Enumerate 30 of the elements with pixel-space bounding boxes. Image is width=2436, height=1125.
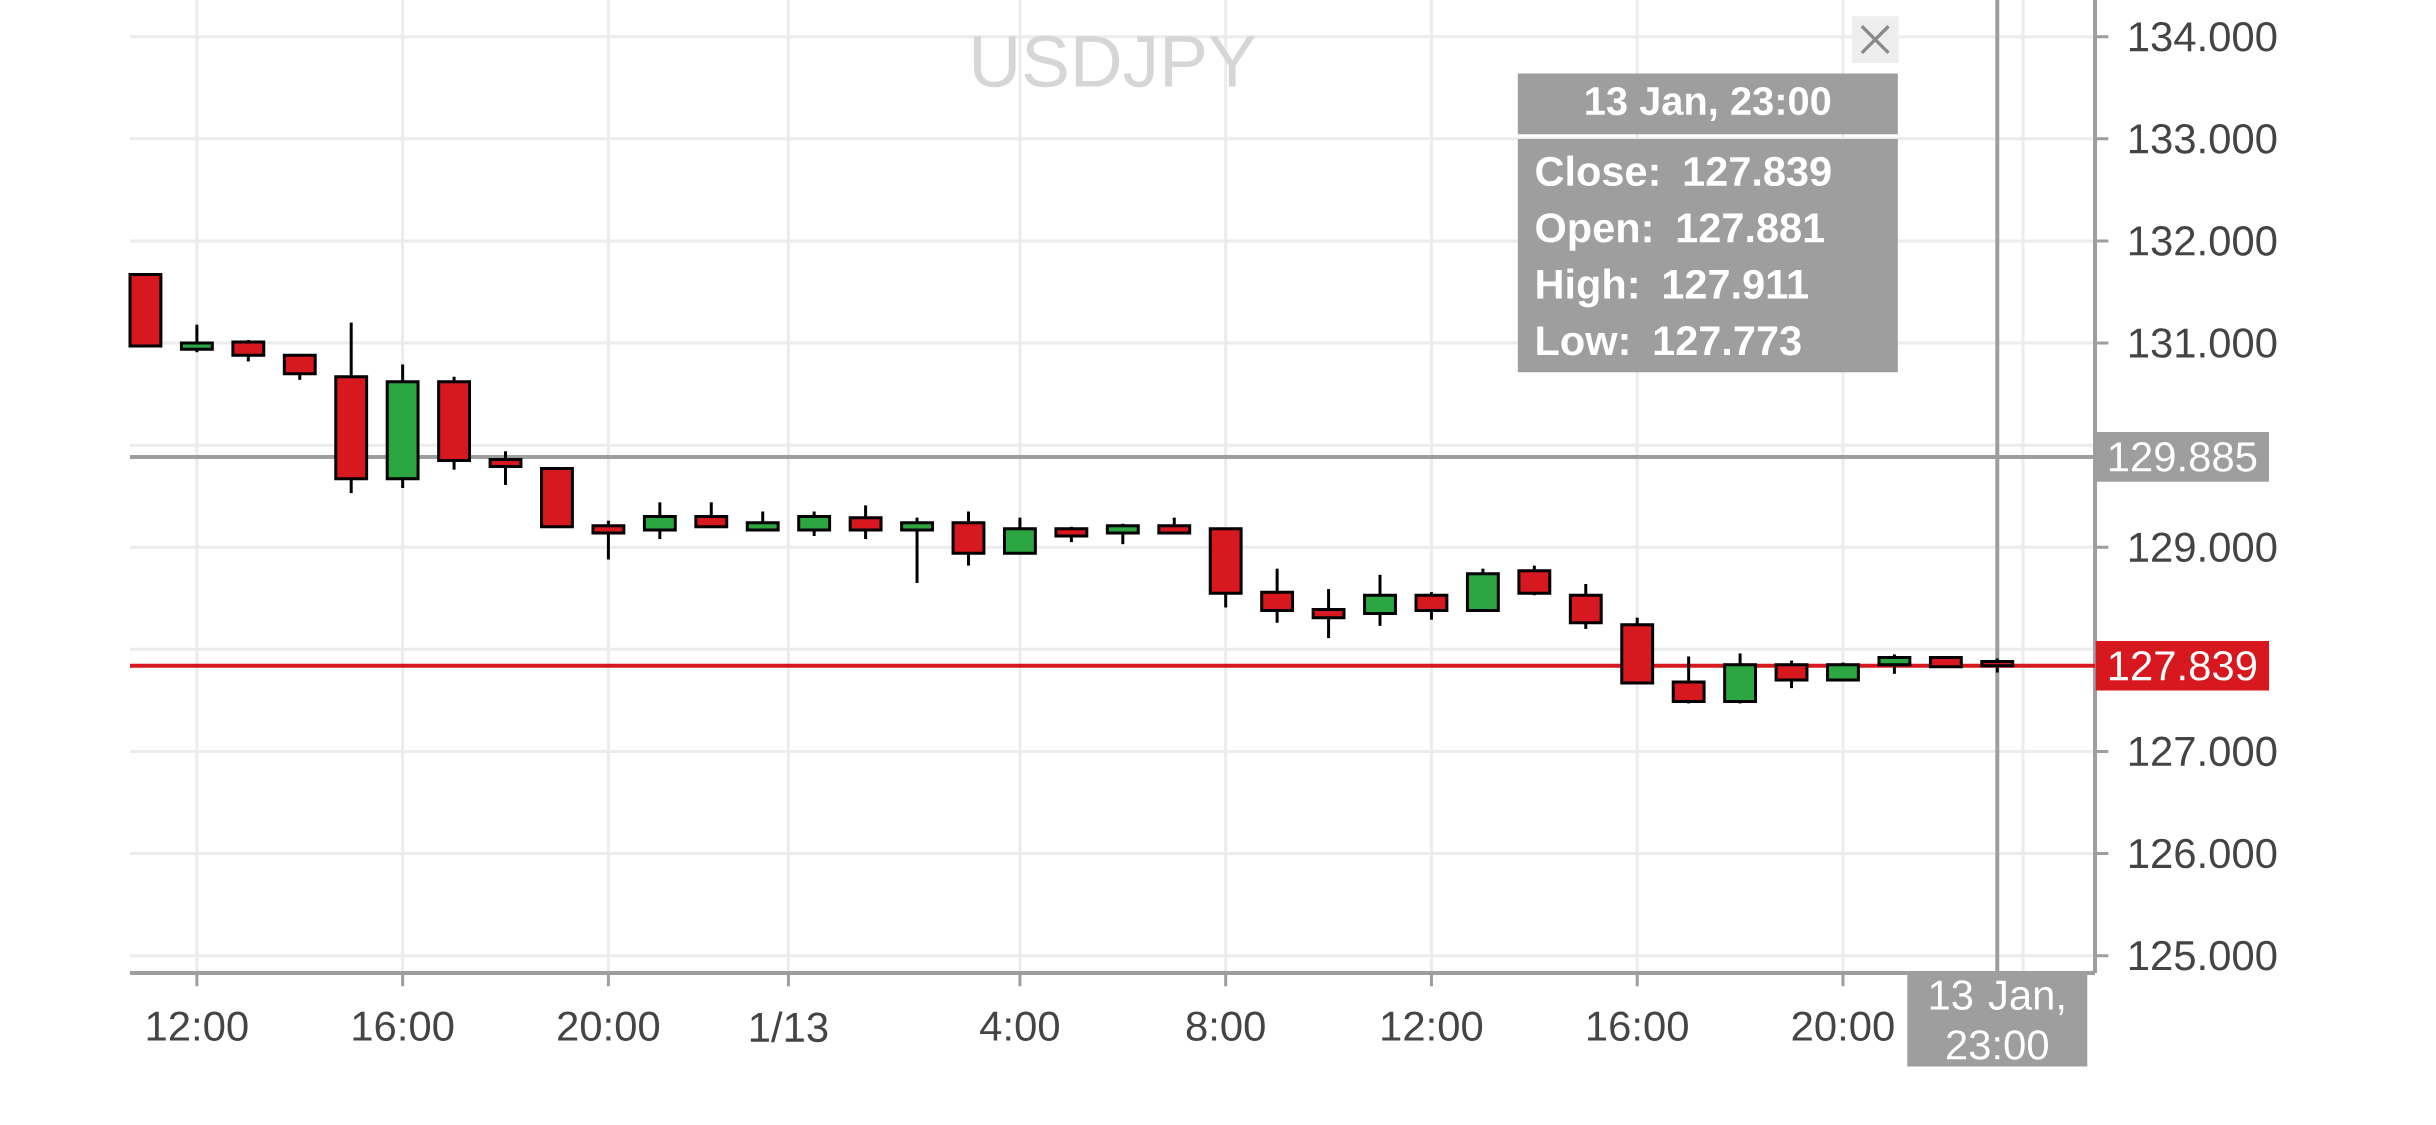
- y-tick-label: 127.000: [2129, 736, 2277, 767]
- y-tick-label: 129.000: [2129, 532, 2277, 563]
- candlestick: [1311, 589, 1346, 640]
- annotation: Open: 127.881: [1536, 213, 1825, 251]
- candlestick: [334, 322, 369, 495]
- candlestick: [694, 502, 729, 529]
- annotation: 13 Jan, 23:00: [1586, 86, 1831, 121]
- x-tick-label: 20:00: [558, 1011, 660, 1042]
- y-tick-label: 125.000: [2129, 940, 2277, 971]
- ref-line-label: 13 Jan, 23:00: [1930, 980, 2064, 1060]
- ref-line-label: 127.839: [2109, 650, 2256, 681]
- x-tick-label: 20:00: [1792, 1011, 1894, 1042]
- y-tick-label: 134.000: [2129, 21, 2277, 52]
- x-tick-label: 16:00: [1588, 1011, 1688, 1042]
- y-tick-label: 133.000: [2129, 124, 2277, 154]
- y-tick-label: 126.000: [2129, 838, 2277, 869]
- y-tick-label: 131.000: [2129, 328, 2277, 358]
- annotation: High: 127.911: [1537, 268, 1808, 308]
- annotation: Close: 127.839: [1536, 155, 1831, 187]
- candlestick: [540, 467, 574, 529]
- ref-line-label: 129.885: [2109, 442, 2257, 472]
- x-tick-label: 4:00: [980, 1011, 1059, 1042]
- annotation: Low: 127.773: [1537, 326, 1801, 356]
- x-tick-label: 12:00: [147, 1011, 248, 1042]
- x-tick-label: 16:00: [353, 1011, 454, 1042]
- y-tick-label: 132.000: [2129, 226, 2277, 256]
- x-tick-label: 1/13: [750, 1011, 828, 1043]
- x-tick-label: 8:00: [1186, 1011, 1265, 1042]
- x-tick-label: 12:00: [1382, 1011, 1483, 1042]
- candlestick: [128, 273, 163, 348]
